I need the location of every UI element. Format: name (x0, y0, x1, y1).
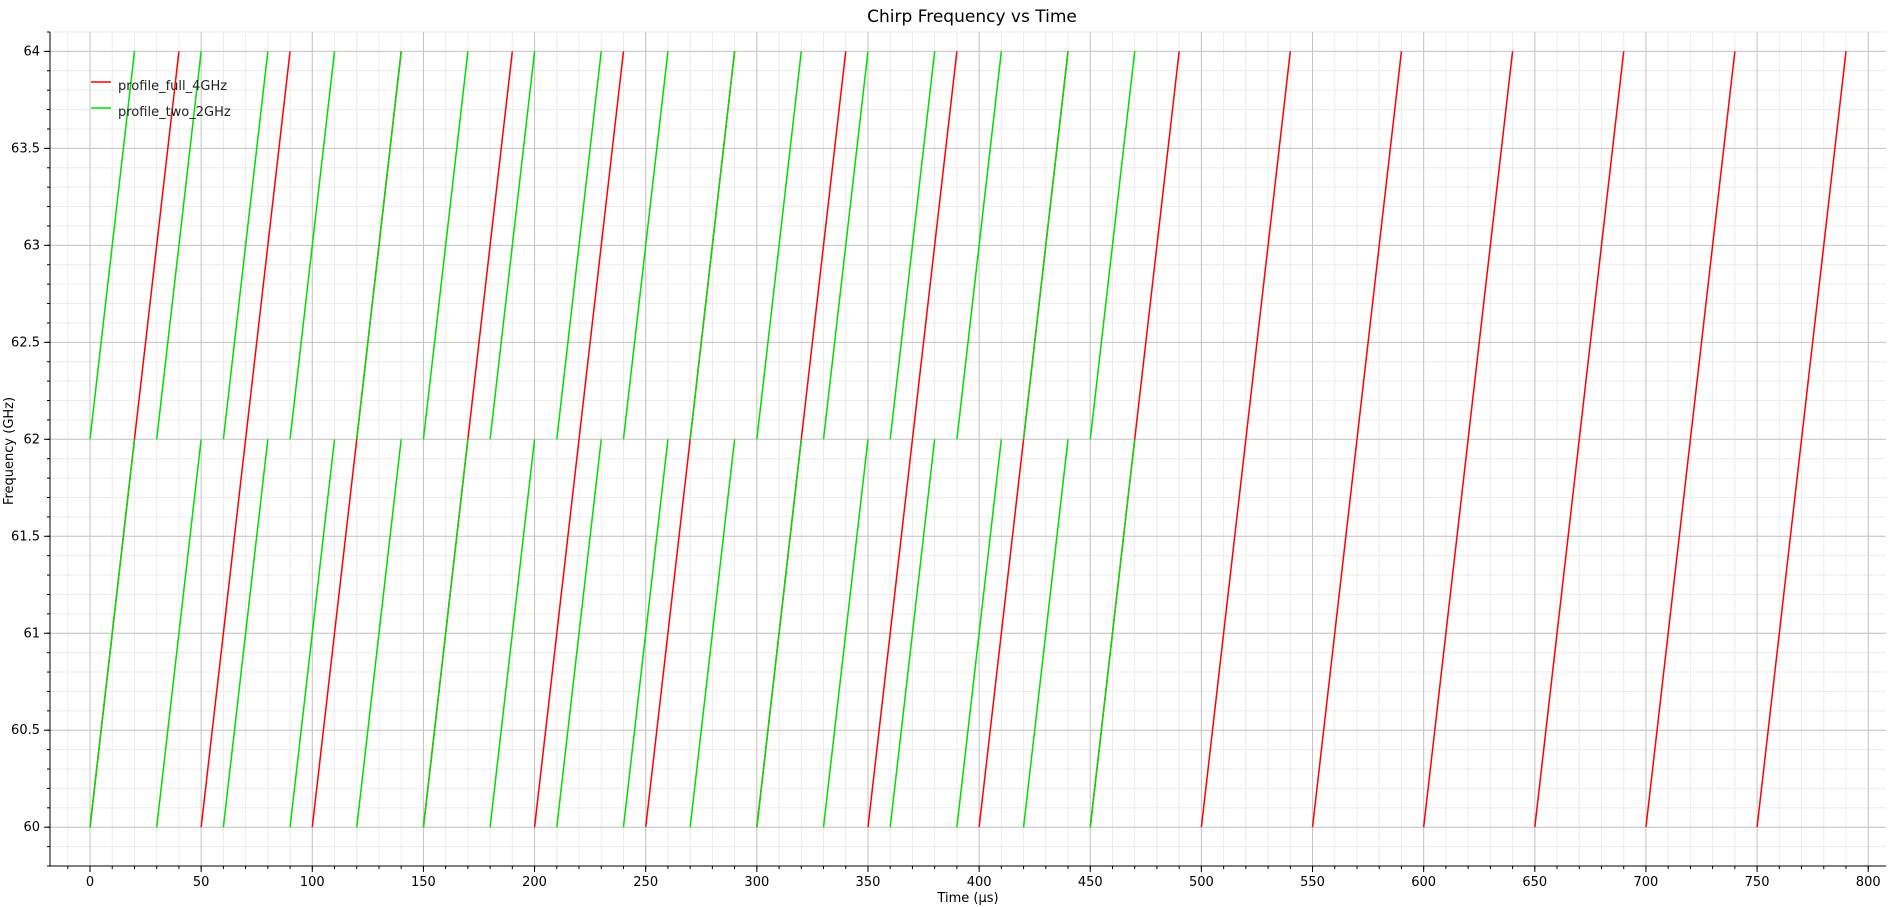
chirp-line-profile-two (622, 439, 669, 828)
chirp-line-profile-full (1645, 51, 1736, 828)
legend-label-profile-two: profile_two_2GHz (118, 105, 231, 120)
chirp-line-profile-two (556, 51, 602, 440)
chirp-line-profile-full (1756, 51, 1847, 828)
chirp-line-profile-two (1022, 51, 1069, 440)
chirp-line-profile-two (956, 439, 1003, 828)
chirp-line-profile-two (355, 51, 402, 440)
chirp-line-profile-two (222, 439, 269, 828)
legend: profile_full_4GHz profile_two_2GHz (91, 79, 231, 120)
x-tick-label: 650 (1522, 875, 1547, 890)
chirp-line-profile-full (1311, 51, 1403, 828)
major-grid (50, 32, 1886, 866)
x-tick-label: 550 (1300, 875, 1325, 890)
chirp-line-profile-two (289, 439, 336, 828)
x-tick-label: 50 (193, 875, 210, 890)
series-layer (89, 51, 1847, 828)
x-tick-label: 600 (1411, 875, 1436, 890)
chirp-line-profile-two (1022, 439, 1069, 828)
chirp-line-profile-two (689, 51, 736, 440)
x-tick-label: 100 (300, 875, 325, 890)
chirp-line-profile-two (556, 439, 602, 828)
chirp-line-profile-two (622, 51, 669, 440)
chirp-line-profile-full (1422, 51, 1514, 828)
y-axis-label: Frequency (GHz) (2, 397, 17, 505)
chirp-line-profile-two (822, 51, 869, 440)
x-tick-label: 300 (744, 875, 769, 890)
chirp-line-profile-two (89, 51, 136, 440)
chirp-line-profile-two (1089, 51, 1136, 440)
chirp-line-profile-two (956, 51, 1003, 440)
chirp-line-profile-two (822, 439, 869, 828)
axes-layer (49, 32, 1886, 867)
chart-title: Chirp Frequency vs Time (867, 7, 1077, 27)
chirp-line-profile-two (222, 51, 269, 440)
x-tick-label: 450 (1078, 875, 1103, 890)
chirp-line-profile-full (867, 51, 958, 828)
x-tick-label: 400 (967, 875, 992, 890)
chirp-line-profile-two (756, 51, 803, 440)
chirp-line-profile-two (89, 439, 136, 828)
x-tick-label: 200 (522, 875, 547, 890)
x-tick-label: 250 (633, 875, 658, 890)
y-tick-label: 63.5 (11, 141, 40, 156)
chirp-line-profile-two (355, 439, 402, 828)
x-tick-label: 500 (1189, 875, 1214, 890)
y-tick-label: 63 (23, 238, 40, 253)
y-tick-label: 60.5 (11, 723, 40, 738)
chirp-line-profile-two (756, 439, 803, 828)
y-tick-label: 62 (23, 432, 40, 447)
chirp-line-profile-two (689, 439, 736, 828)
chirp-line-profile-two (1089, 439, 1136, 828)
legend-label-profile-full: profile_full_4GHz (118, 79, 227, 94)
chirp-line-profile-two (489, 51, 536, 440)
y-tick-label: 61.5 (11, 529, 40, 544)
x-tick-label: 800 (1856, 875, 1881, 890)
x-tick-label: 150 (411, 875, 436, 890)
chirp-line-profile-two (422, 51, 469, 440)
chirp-line-profile-two (489, 439, 536, 828)
x-tick-label: 0 (86, 875, 94, 890)
y-tick-label: 64 (23, 44, 40, 59)
chirp-line-profile-full (1534, 51, 1625, 828)
chirp-line-profile-two (889, 51, 936, 440)
chirp-line-profile-two (155, 51, 202, 440)
x-tick-label: 750 (1745, 875, 1770, 890)
chirp-line-profile-full (1200, 51, 1292, 828)
chirp-line-profile-two (889, 439, 936, 828)
x-axis-label: Time (µs) (936, 891, 998, 906)
ticks-layer: 0 50 100 150 200 250 300 350 400 450 500 550 600 650 7… (11, 31, 1881, 890)
y-tick-label: 62.5 (11, 335, 40, 350)
x-tick-label: 700 (1634, 875, 1659, 890)
x-tick-label: 350 (856, 875, 881, 890)
y-tick-label: 60 (23, 820, 40, 835)
chirp-line-profile-two (155, 439, 202, 828)
chirp-line-profile-two (289, 51, 336, 440)
chirp-line-profile-two (422, 439, 469, 828)
y-tick-label: 61 (23, 626, 40, 641)
chirp-line-profile-full (533, 51, 625, 828)
chirp-line-profile-full (200, 51, 291, 828)
